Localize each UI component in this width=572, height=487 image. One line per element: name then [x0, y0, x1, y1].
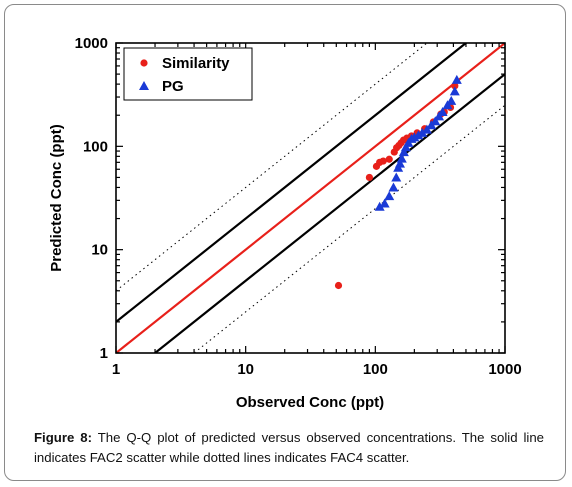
x-tick-label: 100	[363, 361, 388, 378]
legend-marker-similarity	[140, 59, 148, 67]
figure-frame	[4, 4, 566, 481]
reference-line-fac4-lower	[193, 104, 505, 353]
data-point-similarity	[365, 173, 374, 182]
data-point-pg	[391, 172, 402, 182]
data-point-pg	[417, 127, 428, 137]
reference-line-1-1	[116, 43, 505, 353]
x-tick-label: 1000	[488, 361, 521, 378]
data-point-pg	[396, 153, 407, 163]
x-tick-label: 1	[112, 361, 120, 378]
y-tick-label: 10	[91, 242, 108, 259]
y-axis-label: Predicted Conc (ppt)	[48, 124, 65, 272]
data-point-similarity	[451, 82, 459, 90]
caption-text: The Q-Q plot of predicted versus observe…	[34, 430, 545, 465]
figure-caption: Figure 8: The Q-Q plot of predicted vers…	[34, 428, 544, 468]
y-tick-label: 100	[83, 138, 108, 155]
plot-area	[115, 42, 506, 354]
x-axis-label: Observed Conc (ppt)	[236, 394, 384, 411]
y-tick-label: 1	[100, 345, 108, 362]
legend-marker-pg	[139, 81, 149, 90]
qq-chart: 1 10 100 1000 1 10 100 1000 Similarity PG Observ…	[48, 35, 522, 411]
series-similarity-points	[334, 82, 459, 290]
data-point-pg	[395, 158, 406, 168]
data-point-pg	[388, 182, 399, 192]
data-point-pg	[451, 74, 462, 84]
data-point-pg	[430, 116, 441, 126]
data-point-pg	[398, 147, 409, 157]
data-point-pg	[374, 201, 385, 211]
data-point-similarity	[334, 281, 343, 290]
series-pg-points	[374, 74, 462, 211]
data-point-similarity	[385, 155, 393, 163]
legend: Similarity PG	[123, 47, 253, 101]
x-tick-label: 10	[237, 361, 254, 378]
reference-line-fac2-upper	[116, 43, 468, 323]
legend-label-similarity: Similarity	[162, 55, 230, 72]
data-point-pg	[437, 106, 448, 116]
data-point-pg	[384, 191, 395, 201]
caption-label: Figure 8:	[34, 430, 92, 445]
legend-label-pg: PG	[162, 78, 184, 95]
data-point-pg	[379, 198, 390, 208]
legend-box	[123, 47, 253, 101]
data-point-pg	[449, 86, 460, 96]
data-point-similarity	[379, 157, 387, 165]
data-point-pg	[446, 95, 457, 105]
reference-line-fac2-lower	[153, 73, 505, 353]
y-tick-label: 1000	[75, 35, 108, 52]
